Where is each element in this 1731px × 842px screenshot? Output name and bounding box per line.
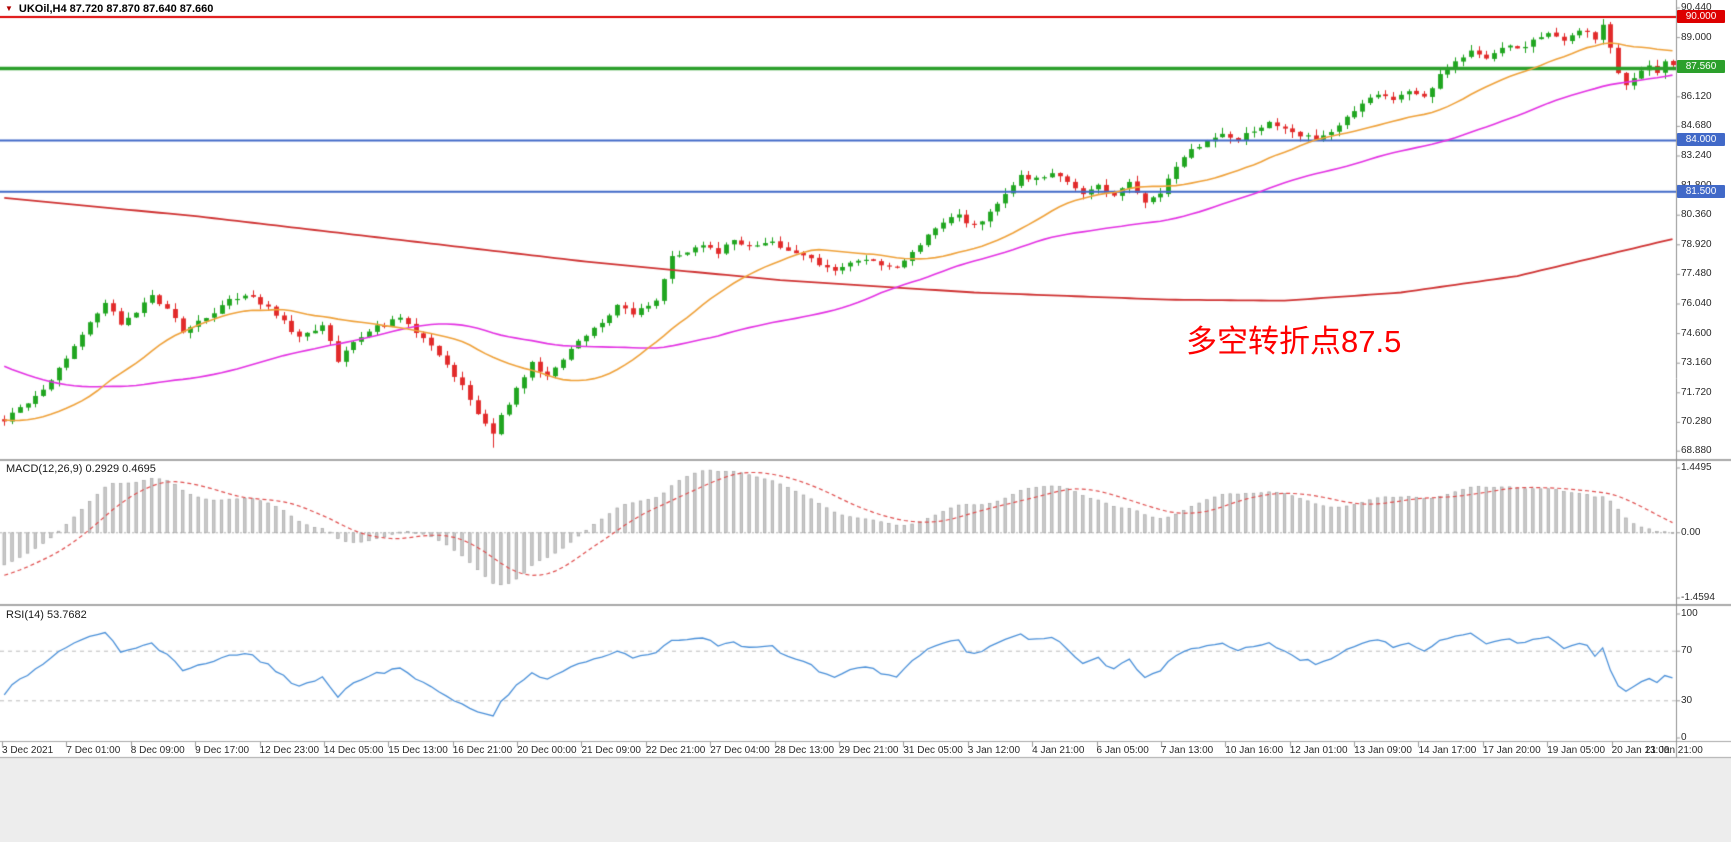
annotation-text: 多空转折点87.5	[1186, 324, 1402, 359]
macd-indicator-label: MACD(12,26,9) 0.2929 0.4695	[6, 463, 156, 475]
symbol-ohlc-text: UKOil,H4 87.720 87.870 87.640 87.660	[18, 3, 214, 15]
rsi-panel[interactable]	[0, 606, 1676, 741]
rsi-indicator-label: RSI(14) 53.7682	[6, 609, 87, 621]
main-chart-panel[interactable]	[0, 0, 1676, 459]
symbol-dropdown-icon[interactable]: ▼	[5, 4, 13, 13]
macd-panel[interactable]	[0, 461, 1676, 604]
chart-title: ▼ UKOil,H4 87.720 87.870 87.640 87.660	[5, 3, 213, 15]
